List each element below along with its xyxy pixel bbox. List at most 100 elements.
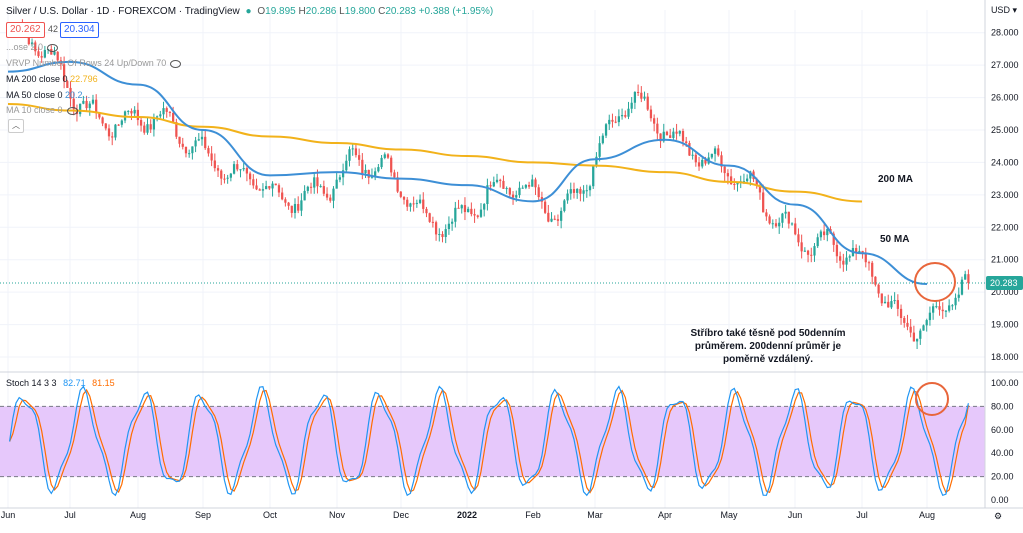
candle [175, 122, 178, 137]
legend-vrvp[interactable]: VRVP Number Of Rows 24 Up/Down 70 [6, 58, 182, 68]
change-value: +0.388 (+1.95%) [418, 6, 494, 17]
candle [864, 254, 867, 263]
candle [710, 153, 713, 158]
candle [726, 173, 730, 177]
candle [758, 186, 762, 193]
candle [556, 219, 560, 221]
x-tick-label: May [720, 510, 738, 520]
legend-row-1[interactable]: ...ose 2.0 [6, 42, 59, 52]
candle [547, 212, 550, 222]
candle [768, 216, 771, 224]
candle [255, 185, 258, 190]
candle [223, 178, 226, 180]
candle [271, 183, 274, 189]
currency-label[interactable]: USD ▾ [991, 5, 1017, 16]
candle [287, 202, 290, 206]
candle [678, 130, 681, 134]
candle [155, 116, 159, 118]
candle [117, 124, 120, 126]
candle [50, 48, 53, 55]
candle [736, 182, 739, 185]
candle [329, 197, 332, 201]
candle [66, 81, 69, 88]
candle [184, 146, 188, 154]
high-value: 20.286 [305, 6, 337, 17]
buy-price-box[interactable]: 20.304 [60, 22, 99, 38]
x-tick-label: Oct [263, 510, 278, 520]
candle [563, 200, 566, 211]
candle [640, 92, 643, 99]
candle [762, 192, 765, 213]
eye-icon[interactable] [47, 43, 59, 52]
candle [188, 153, 191, 155]
candle [928, 312, 932, 321]
candle [422, 199, 425, 209]
candle [95, 99, 98, 114]
legend-ma50-value: 20.2... [65, 90, 91, 100]
candle [948, 305, 951, 311]
stoch-k-line [9, 385, 969, 497]
candle [967, 274, 970, 283]
candle [284, 199, 287, 203]
candle [723, 166, 726, 174]
x-tick-label: Jun [788, 510, 803, 520]
legend-ma10[interactable]: MA 10 close 0 [6, 105, 78, 115]
candle [133, 109, 136, 114]
candle [790, 223, 794, 225]
candle [906, 322, 909, 327]
candle [697, 162, 701, 167]
candle [306, 186, 309, 191]
gear-icon: ⚙ [994, 511, 1002, 521]
candle [669, 135, 672, 138]
candle [915, 338, 919, 342]
candle [377, 167, 380, 172]
stoch-tick-label: 100.00 [991, 378, 1019, 388]
candle [505, 188, 508, 190]
candle [229, 173, 232, 178]
legend-ma200[interactable]: MA 200 close 0 22.796 [6, 74, 98, 84]
candle [37, 51, 40, 57]
candle [585, 190, 588, 192]
x-tick-label: Aug [919, 510, 935, 520]
candle [476, 215, 479, 217]
x-tick-label: 2022 [457, 510, 477, 520]
candle [319, 186, 322, 188]
candle [835, 244, 839, 257]
collapse-legend-button[interactable]: ︿ [8, 119, 24, 133]
candle [483, 204, 486, 210]
candle [957, 294, 960, 298]
price-tick-label: 21.000 [991, 255, 1019, 265]
stoch-d-value: 81.15 [92, 378, 115, 388]
candle [69, 87, 72, 99]
candle [553, 218, 556, 220]
candle [816, 237, 819, 247]
candle [258, 189, 261, 191]
price-tick-label: 28.000 [991, 28, 1019, 38]
candle [588, 186, 592, 191]
candle [935, 306, 938, 308]
symbol-title[interactable]: Silver / U.S. Dollar · 1D · FOREXCOM · T… [6, 6, 240, 17]
x-tick-label: Jul [64, 510, 76, 520]
candles [8, 19, 970, 350]
candle [165, 108, 168, 112]
sell-price-box[interactable]: 20.262 [6, 22, 45, 38]
candle [691, 154, 694, 156]
candle [265, 186, 268, 190]
candle [746, 178, 749, 182]
candle [236, 164, 239, 170]
candle [232, 164, 236, 174]
eye-icon[interactable] [66, 106, 78, 115]
candle [383, 154, 386, 158]
candle [515, 195, 518, 198]
stoch-legend[interactable]: Stoch 14 3 3 82.71 81.15 [6, 378, 115, 388]
candle [130, 110, 133, 114]
high-label: H [298, 6, 306, 17]
eye-icon[interactable] [170, 59, 182, 68]
candle [720, 155, 723, 167]
candle [636, 91, 640, 93]
candle [765, 212, 768, 217]
candle [867, 262, 871, 264]
legend-ma50[interactable]: MA 50 close 0 20.2... [6, 90, 90, 100]
candle [30, 42, 34, 45]
